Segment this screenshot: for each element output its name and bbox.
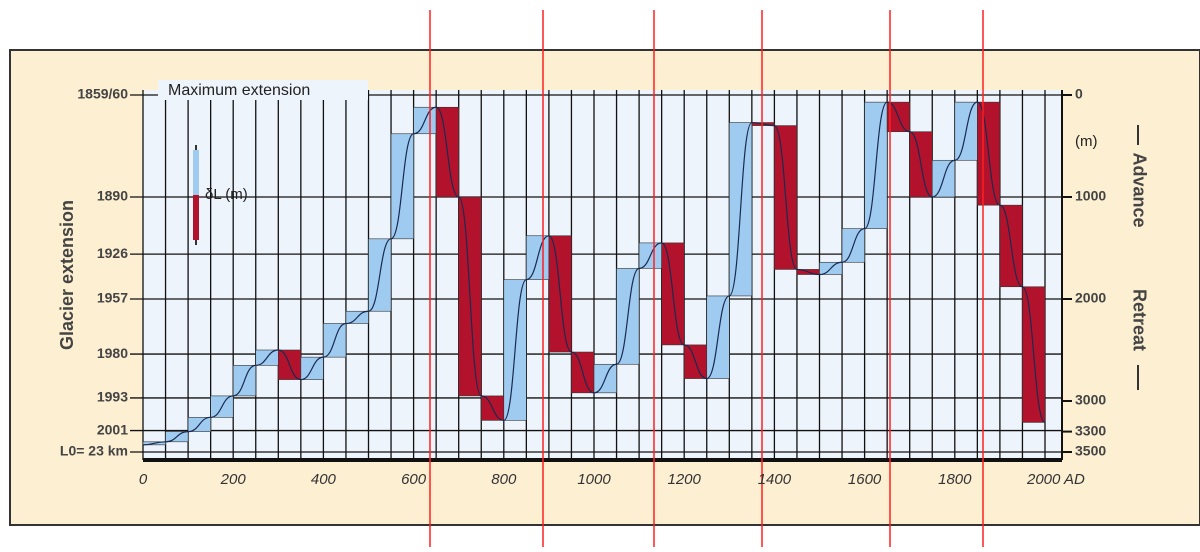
x-tick-label: 1200 [668, 471, 702, 488]
y2-tick-label: 3300 [1075, 422, 1106, 438]
x-tick-label: 600 [401, 471, 427, 488]
y-tick-label: L0= 23 km [60, 443, 128, 459]
y2-tick-label: 2000 [1075, 290, 1106, 306]
annotation-box [158, 80, 368, 100]
y-tick-label: 1957 [97, 290, 128, 306]
legend-swatch-retreat [193, 195, 199, 240]
y-tick-label: 1859/60 [77, 86, 128, 102]
x-tick-label: 400 [311, 471, 337, 488]
legend-swatch-advance [193, 150, 199, 195]
x-tick-label: 1400 [758, 471, 792, 488]
y2-tick-label: 3500 [1075, 443, 1106, 459]
overlay-lines [429, 10, 984, 547]
y-tick-label: 1980 [97, 345, 128, 361]
y2-label-bottom: Retreat [1129, 289, 1149, 351]
x-tick-label: 2000 AD [1026, 471, 1085, 488]
y2-tick-label: 3000 [1075, 392, 1106, 408]
x-tick-label: 1800 [938, 471, 972, 488]
extension-line [142, 101, 1046, 446]
x-tick-label: 1000 [577, 471, 611, 488]
legend-label: δL (m) [205, 186, 248, 203]
annotation: Maximum extension [168, 82, 310, 99]
x-tick-label: 800 [491, 471, 517, 488]
x-tick-label: 200 [220, 471, 247, 488]
y-tick-label: 1890 [97, 188, 128, 204]
y2-tick-label: 1000 [1075, 188, 1106, 204]
x-tick-label: 1600 [848, 471, 882, 488]
y-tick-label: 1926 [97, 245, 128, 261]
y2-label-top: Advance [1129, 152, 1149, 227]
y-tick-label: 1993 [97, 389, 128, 405]
y-axis-label: Glacier extension [57, 200, 77, 350]
y2-unit: (m) [1075, 133, 1098, 150]
x-tick-label: 0 [139, 471, 148, 488]
y-tick-label: 2001 [97, 421, 128, 437]
y2-tick-label: 0 [1075, 86, 1083, 102]
